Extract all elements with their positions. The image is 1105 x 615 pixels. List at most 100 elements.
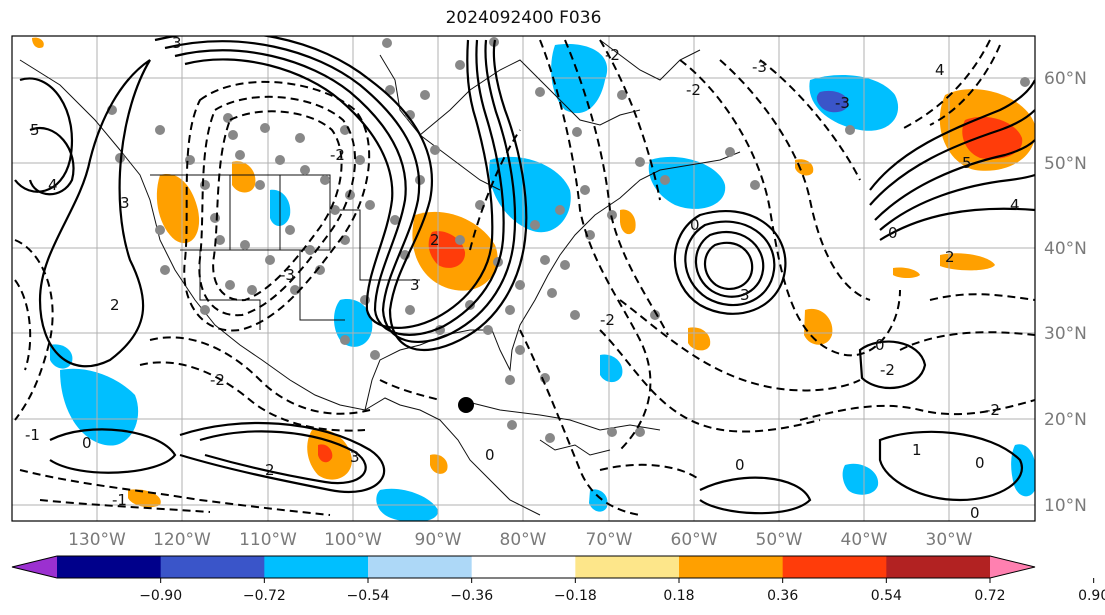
svg-text:-3: -3 xyxy=(835,94,850,112)
svg-text:-2: -2 xyxy=(985,401,1000,419)
shade-blue xyxy=(589,489,608,512)
colorbar-segment xyxy=(886,556,991,578)
colorbar-extend-low xyxy=(12,556,57,578)
colorbar-tick-label: −0.90 xyxy=(139,588,182,604)
lon-label: 110°W xyxy=(239,530,297,550)
svg-text:3: 3 xyxy=(172,34,182,52)
lon-label: 40°W xyxy=(841,530,888,550)
colorbar-tick-label: −0.72 xyxy=(243,588,286,604)
shade-blue xyxy=(60,368,139,446)
lon-label: 60°W xyxy=(671,530,718,550)
colorbar: −0.90 −0.72 −0.54 −0.36 −0.18 0.18 0.36 0.54 0.7… xyxy=(11,555,1105,604)
shade-orange xyxy=(893,267,920,278)
colorbar-tick-label: −0.36 xyxy=(450,588,493,604)
svg-text:4: 4 xyxy=(48,176,58,194)
svg-text:0: 0 xyxy=(485,446,495,464)
shade-blue xyxy=(809,75,899,131)
lon-label: 30°W xyxy=(926,530,973,550)
colorbar-segment xyxy=(57,556,162,578)
lon-label: 100°W xyxy=(324,530,382,550)
colorbar-segment xyxy=(575,556,680,578)
shade-orange xyxy=(688,327,711,351)
lon-label: 80°W xyxy=(500,530,547,550)
lon-label: 70°W xyxy=(586,530,633,550)
colorbar-tick-label: −0.18 xyxy=(554,588,597,604)
svg-text:5: 5 xyxy=(30,121,40,139)
colorbar-tick-label: 0.36 xyxy=(767,588,798,604)
colorbar-segment xyxy=(679,556,784,578)
svg-text:2: 2 xyxy=(430,231,440,249)
colorbar-segment xyxy=(264,556,369,578)
svg-text:-3: -3 xyxy=(752,58,767,76)
dashed-contours xyxy=(14,39,1035,516)
svg-text:0: 0 xyxy=(735,456,745,474)
svg-text:2: 2 xyxy=(110,296,120,314)
svg-text:0: 0 xyxy=(970,504,980,522)
shade-blue xyxy=(842,463,879,495)
shade-orange xyxy=(232,161,256,193)
shade-darkblue xyxy=(816,90,849,113)
station-dots xyxy=(107,37,1030,443)
lat-label: 10°N xyxy=(1044,496,1087,516)
svg-text:-2: -2 xyxy=(605,46,620,64)
svg-text:4: 4 xyxy=(1010,196,1020,214)
colorbar-tick-label: 0.90 xyxy=(1078,588,1105,604)
shade-red xyxy=(318,444,333,463)
svg-text:4: 4 xyxy=(935,61,945,79)
svg-text:-2: -2 xyxy=(880,361,895,379)
colorbar-segment xyxy=(368,556,473,578)
map-title: 2024092400 F036 xyxy=(445,8,602,28)
colorbar-segment xyxy=(471,556,576,578)
svg-text:-3: -3 xyxy=(280,266,295,284)
lat-label: 50°N xyxy=(1044,154,1087,174)
shade-orange xyxy=(940,253,995,271)
colorbar-segment xyxy=(782,556,887,578)
colorbar-outline xyxy=(11,555,1036,579)
colorbar-tick-label: −0.54 xyxy=(347,588,390,604)
svg-text:-2: -2 xyxy=(600,311,615,329)
lon-label: 50°W xyxy=(756,530,803,550)
lon-label: 120°W xyxy=(153,530,211,550)
svg-text:5: 5 xyxy=(962,154,972,172)
lat-label: 60°N xyxy=(1044,69,1087,89)
svg-text:0: 0 xyxy=(875,336,885,354)
svg-text:-2: -2 xyxy=(686,81,701,99)
colorbar-tick-label: 0.54 xyxy=(871,588,902,604)
lat-label: 40°N xyxy=(1044,239,1087,259)
svg-text:3: 3 xyxy=(120,194,130,212)
svg-text:0: 0 xyxy=(888,224,898,242)
colorbar-segment xyxy=(160,556,265,578)
colorbar-extend-high xyxy=(990,556,1035,578)
shade-orange xyxy=(156,174,200,244)
svg-text:3: 3 xyxy=(350,448,360,466)
shade-orange xyxy=(32,37,44,48)
svg-text:0: 0 xyxy=(82,434,92,452)
shading-layer xyxy=(32,37,1035,521)
storm-center-marker xyxy=(458,397,474,413)
svg-text:2: 2 xyxy=(945,248,955,266)
svg-text:0: 0 xyxy=(690,216,700,234)
contour-labels: 3 -2 -3 2 3 4 5 -1 0 2 3 -2 -1 3 0 -2 0 … xyxy=(25,34,1020,522)
shade-blue xyxy=(648,156,726,209)
lat-label: 20°N xyxy=(1044,410,1087,430)
svg-text:-1: -1 xyxy=(112,491,127,509)
svg-text:1: 1 xyxy=(912,441,922,459)
shade-blue xyxy=(600,354,623,383)
lon-label: 90°W xyxy=(415,530,462,550)
shade-blue xyxy=(1011,444,1035,497)
svg-text:-1: -1 xyxy=(25,426,40,444)
latitude-labels: 60°N 50°N 40°N 30°N 20°N 10°N xyxy=(1044,69,1087,516)
shade-orange xyxy=(795,159,814,176)
colorbar-tick-label: 0.18 xyxy=(663,588,694,604)
svg-text:2: 2 xyxy=(265,461,275,479)
colorbar-tick-label: 0.72 xyxy=(974,588,1005,604)
solid-contours xyxy=(14,36,1035,515)
shade-orange xyxy=(804,308,833,345)
map-frame xyxy=(11,35,1036,522)
svg-text:-2: -2 xyxy=(210,371,225,389)
svg-text:0: 0 xyxy=(975,454,985,472)
lon-label: 130°W xyxy=(68,530,126,550)
svg-text:-2: -2 xyxy=(330,146,345,164)
svg-text:3: 3 xyxy=(410,276,420,294)
